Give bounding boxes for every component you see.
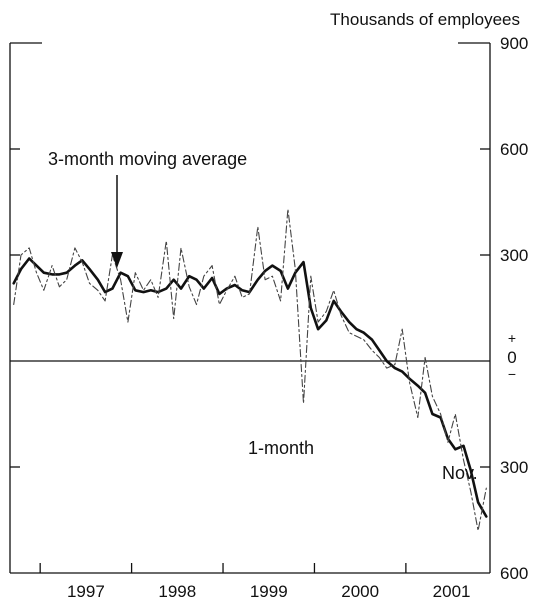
y-tick-label: 300 [500, 458, 528, 477]
y-tick-label: 900 [500, 34, 528, 53]
series-line-moving-average [14, 259, 487, 517]
x-tick-label: 2000 [341, 582, 379, 601]
end-label: Nov. [442, 463, 478, 483]
x-tick-label: 1999 [250, 582, 288, 601]
zero-marker-minus: − [508, 366, 516, 382]
series-layer [14, 209, 487, 530]
x-tick-label: 1997 [67, 582, 105, 601]
y-tick-label: 300 [500, 246, 528, 265]
one-month-label: 1-month [248, 438, 314, 458]
x-tick-label: 1998 [158, 582, 196, 601]
plot-frame [10, 43, 490, 573]
y-tick-label: 600 [500, 564, 528, 583]
zero-marker-zero: 0 [507, 348, 516, 367]
series-line-one-month [14, 209, 487, 530]
unit-label: Thousands of employees [330, 10, 520, 29]
ma-label: 3-month moving average [48, 149, 247, 169]
annotations: 3-month moving average 1-month Nov. [48, 149, 478, 483]
axis-ticks: 900 600 300 300 600 +0− 1997 1998 1999 2000 2001 [10, 34, 528, 601]
x-tick-label: 2001 [433, 582, 471, 601]
ma-arrow-head [111, 252, 123, 268]
zero-marker-plus: + [508, 330, 516, 346]
y-tick-label: 600 [500, 140, 528, 159]
